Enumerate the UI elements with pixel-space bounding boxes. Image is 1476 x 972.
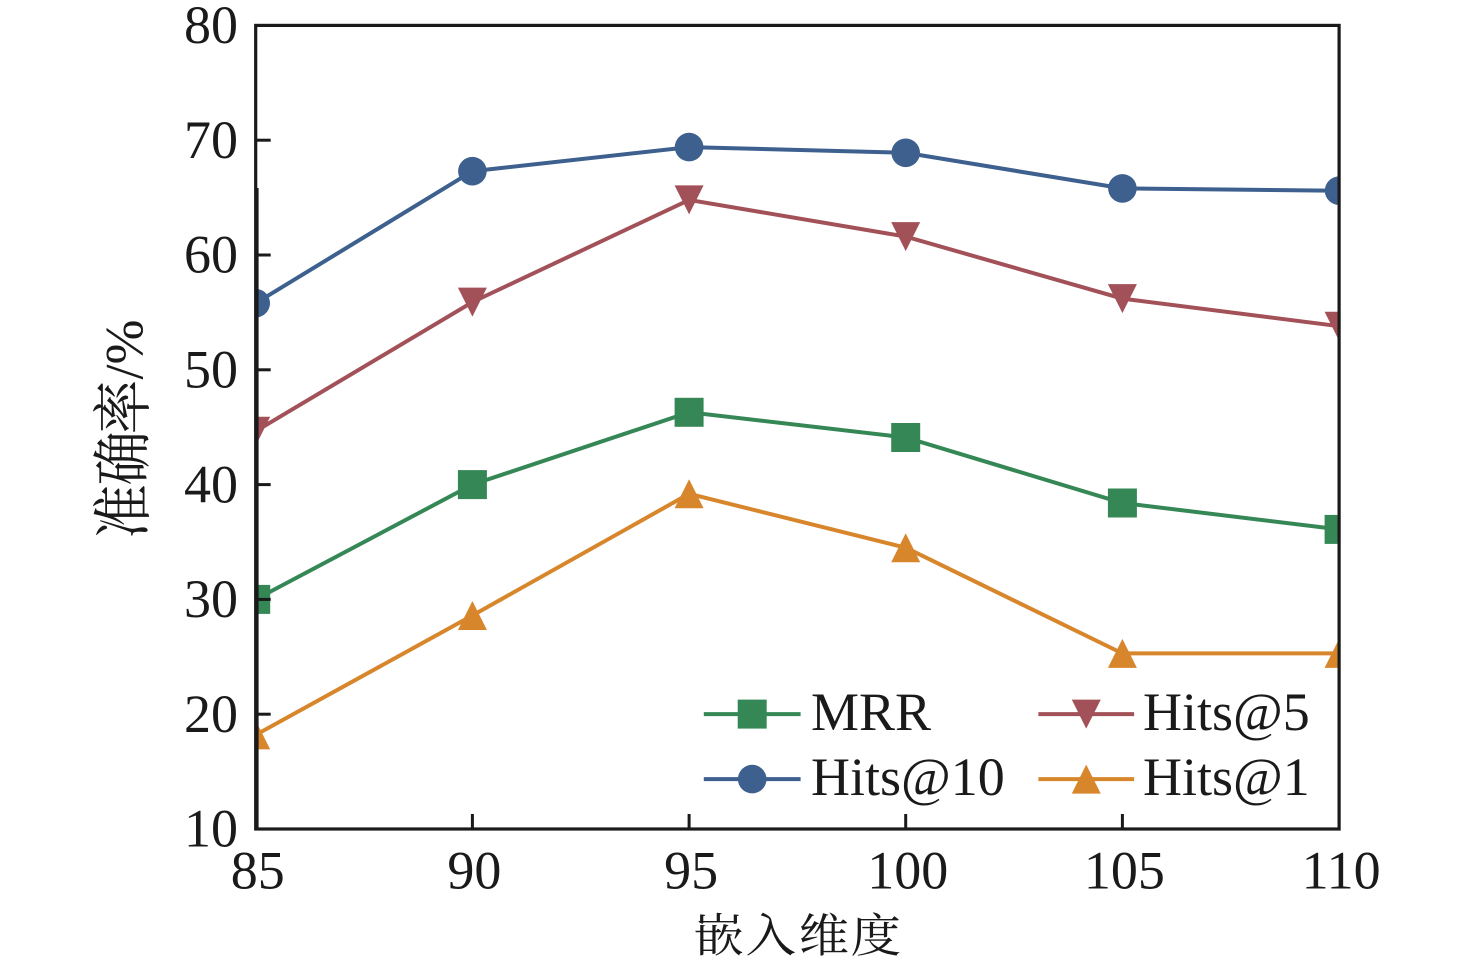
svg-text:40: 40 — [184, 454, 238, 514]
svg-text:60: 60 — [184, 225, 238, 285]
svg-text:100: 100 — [867, 840, 948, 900]
svg-text:105: 105 — [1084, 840, 1165, 900]
svg-text:30: 30 — [184, 569, 238, 629]
svg-text:Hits@1: Hits@1 — [1143, 747, 1310, 807]
svg-text:50: 50 — [184, 340, 238, 400]
svg-text:85: 85 — [231, 840, 285, 900]
svg-text:90: 90 — [447, 840, 501, 900]
svg-text:/%: /% — [95, 320, 155, 380]
svg-text:80: 80 — [184, 0, 238, 55]
svg-text:110: 110 — [1302, 840, 1381, 900]
svg-text:10: 10 — [184, 799, 238, 859]
svg-text:20: 20 — [184, 684, 238, 744]
svg-text:95: 95 — [664, 840, 718, 900]
svg-text:70: 70 — [184, 110, 238, 170]
svg-text:Hits@5: Hits@5 — [1143, 682, 1310, 742]
svg-text:Hits@10: Hits@10 — [811, 747, 1005, 807]
svg-text:MRR: MRR — [811, 682, 931, 742]
